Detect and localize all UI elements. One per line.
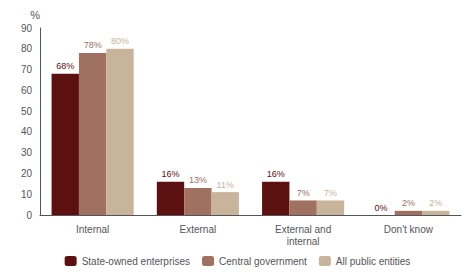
svg-text:External and: External and xyxy=(275,224,331,235)
svg-text:68%: 68% xyxy=(56,61,74,71)
svg-text:7%: 7% xyxy=(297,188,310,198)
svg-text:16%: 16% xyxy=(162,169,180,179)
svg-text:13%: 13% xyxy=(189,175,207,185)
svg-text:16%: 16% xyxy=(267,169,285,179)
svg-text:7%: 7% xyxy=(324,188,337,198)
svg-text:20: 20 xyxy=(21,168,33,179)
svg-text:Central government: Central government xyxy=(219,256,307,267)
svg-text:Don't know: Don't know xyxy=(384,224,434,235)
svg-text:50: 50 xyxy=(21,106,33,117)
svg-text:80%: 80% xyxy=(111,36,129,46)
svg-text:%: % xyxy=(30,9,40,21)
svg-text:State-owned enterprises: State-owned enterprises xyxy=(82,256,190,267)
svg-text:70: 70 xyxy=(21,64,33,75)
svg-text:60: 60 xyxy=(21,85,33,96)
svg-text:90: 90 xyxy=(21,23,33,34)
svg-text:11%: 11% xyxy=(217,180,234,190)
svg-text:Internal: Internal xyxy=(76,224,109,235)
svg-text:80: 80 xyxy=(21,43,33,54)
svg-text:External: External xyxy=(180,224,217,235)
svg-text:0: 0 xyxy=(26,210,32,221)
svg-text:2%: 2% xyxy=(429,198,442,208)
svg-text:All public entities: All public entities xyxy=(336,256,410,267)
svg-text:0%: 0% xyxy=(375,203,388,213)
svg-text:78%: 78% xyxy=(84,40,102,50)
svg-text:40: 40 xyxy=(21,126,33,137)
svg-text:internal: internal xyxy=(287,236,320,247)
svg-text:2%: 2% xyxy=(402,198,415,208)
svg-text:30: 30 xyxy=(21,147,33,158)
svg-text:10: 10 xyxy=(21,189,33,200)
